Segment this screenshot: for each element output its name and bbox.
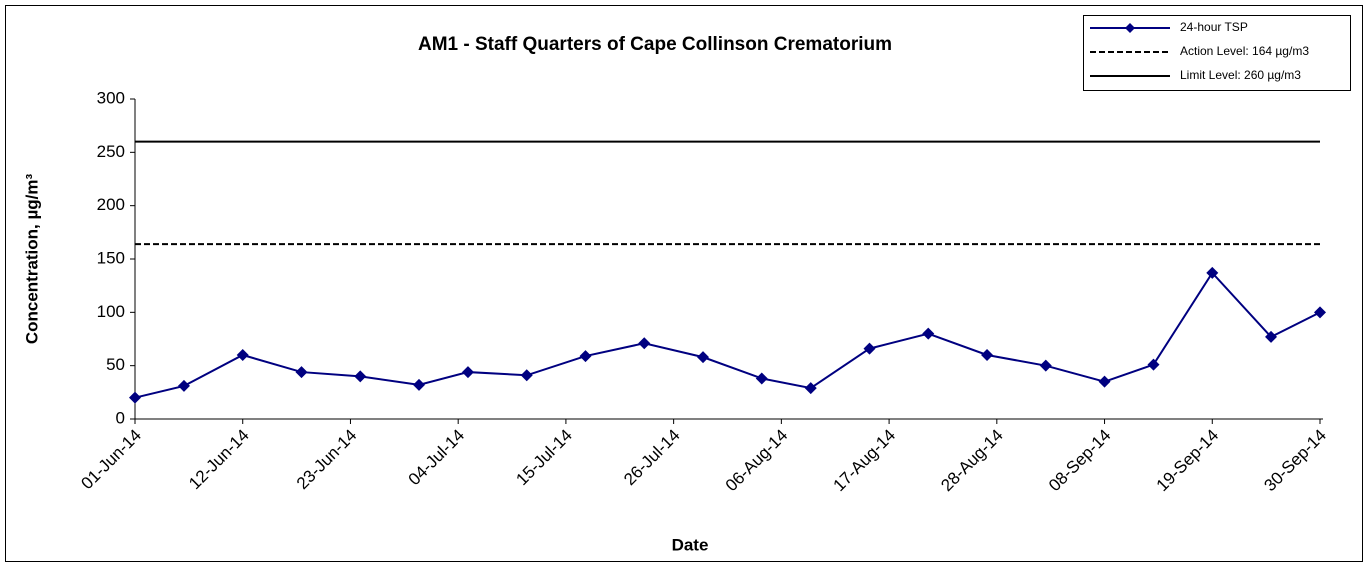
y-axis-label: Concentration, µg/m³ bbox=[22, 173, 41, 344]
data-point bbox=[579, 350, 592, 363]
legend-label: Limit Level: 260 µg/m3 bbox=[1180, 68, 1301, 82]
data-point bbox=[295, 366, 308, 379]
data-point bbox=[177, 379, 190, 392]
chart-title: AM1 - Staff Quarters of Cape Collinson C… bbox=[418, 34, 892, 55]
data-point bbox=[413, 378, 426, 391]
y-tick-label: 0 bbox=[116, 408, 125, 427]
data-point bbox=[638, 337, 651, 350]
y-tick-label: 300 bbox=[97, 88, 125, 107]
data-point bbox=[1206, 266, 1219, 279]
data-point bbox=[922, 327, 935, 340]
data-point bbox=[804, 382, 817, 395]
data-point bbox=[1147, 358, 1160, 371]
data-line bbox=[134, 271, 1321, 399]
data-point bbox=[1039, 359, 1052, 372]
data-point bbox=[981, 349, 994, 361]
data-point bbox=[520, 369, 533, 382]
data-point bbox=[755, 372, 768, 385]
legend-label: 24-hour TSP bbox=[1180, 20, 1248, 34]
data-point bbox=[697, 351, 710, 364]
chart-border bbox=[5, 5, 1363, 562]
y-tick-label: 250 bbox=[97, 142, 125, 161]
legend-label: Action Level: 164 µg/m3 bbox=[1180, 44, 1309, 58]
data-point bbox=[1098, 375, 1111, 388]
y-tick-label: 50 bbox=[106, 355, 125, 374]
y-tick-label: 100 bbox=[97, 302, 125, 321]
data-point bbox=[1265, 330, 1278, 343]
y-tick-label: 200 bbox=[97, 195, 125, 214]
data-point bbox=[354, 370, 367, 383]
data-point bbox=[1314, 306, 1326, 319]
data-point bbox=[863, 342, 876, 355]
data-point bbox=[129, 391, 141, 404]
legend-marker bbox=[1125, 23, 1135, 33]
data-point bbox=[461, 366, 474, 379]
y-tick-label: 150 bbox=[97, 248, 125, 267]
x-axis-label: Date bbox=[672, 535, 709, 554]
data-point bbox=[236, 349, 249, 361]
